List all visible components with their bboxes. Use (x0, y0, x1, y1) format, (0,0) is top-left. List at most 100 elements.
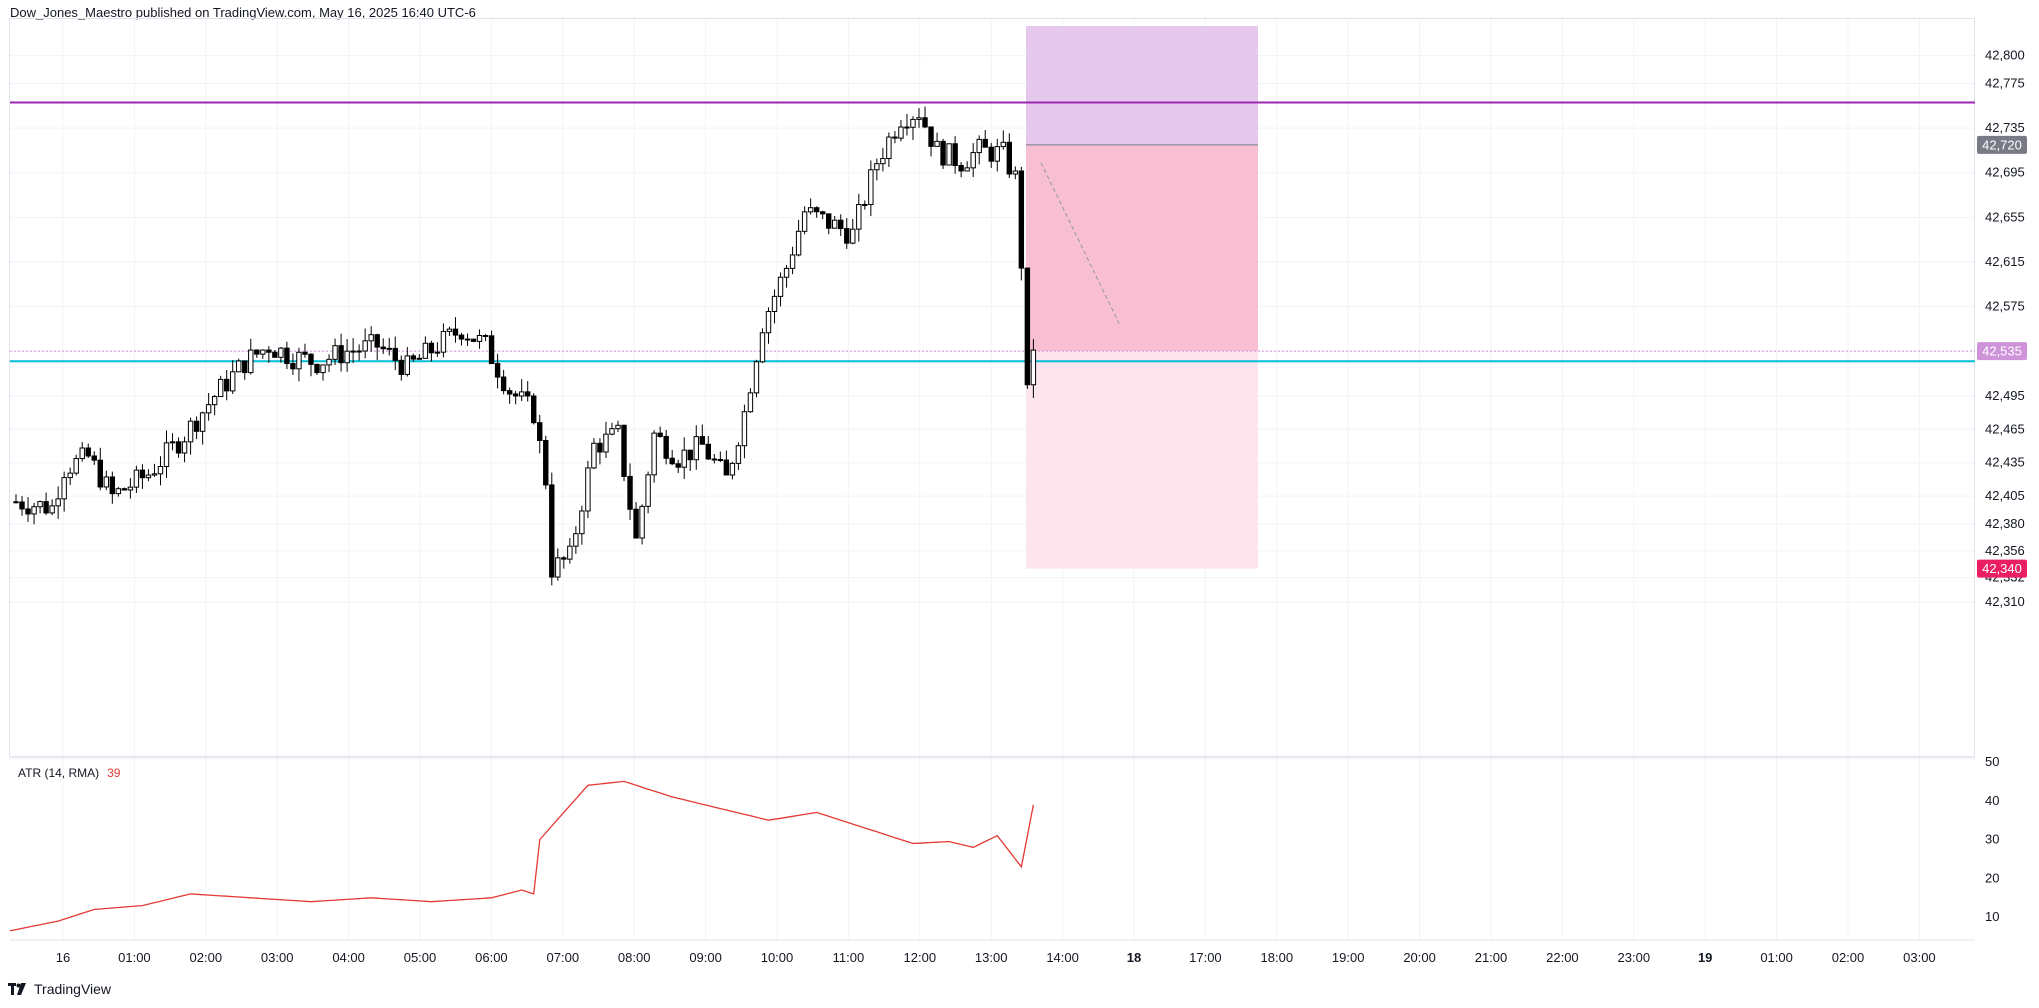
candle[interactable] (284, 341, 290, 370)
candle[interactable] (621, 424, 627, 482)
candle[interactable] (91, 451, 97, 465)
candle[interactable] (500, 369, 507, 395)
candle[interactable] (127, 478, 134, 499)
candle[interactable] (55, 486, 61, 519)
candle[interactable] (904, 113, 910, 136)
candle[interactable] (922, 106, 928, 129)
candle[interactable] (651, 430, 657, 483)
candle[interactable] (675, 459, 681, 474)
candle[interactable] (296, 347, 302, 382)
candle[interactable] (374, 333, 380, 361)
candle[interactable] (958, 162, 964, 178)
candle[interactable] (61, 471, 67, 512)
candle[interactable] (464, 333, 471, 346)
candle[interactable] (561, 556, 567, 569)
candle[interactable] (759, 328, 766, 364)
candle[interactable] (850, 218, 856, 245)
candle[interactable] (422, 336, 429, 359)
candle[interactable] (976, 135, 982, 165)
candle[interactable] (410, 353, 417, 362)
candle[interactable] (19, 496, 25, 516)
candle[interactable] (819, 210, 826, 220)
candle[interactable] (386, 337, 392, 356)
candle[interactable] (844, 218, 850, 249)
candle[interactable] (350, 338, 356, 364)
candle[interactable] (928, 126, 934, 157)
candle[interactable] (362, 328, 368, 359)
candle[interactable] (476, 329, 483, 349)
candle[interactable] (428, 340, 435, 362)
candle[interactable] (747, 388, 754, 413)
stop-zone-upper[interactable] (1026, 144, 1258, 352)
candle[interactable] (603, 421, 609, 459)
candle[interactable] (898, 120, 904, 142)
candle[interactable] (211, 394, 218, 416)
candle[interactable] (699, 424, 705, 445)
candle[interactable] (512, 390, 519, 405)
candle[interactable] (681, 437, 687, 479)
candle[interactable] (729, 461, 736, 480)
candle[interactable] (139, 464, 146, 489)
candle[interactable] (916, 108, 922, 128)
candle[interactable] (838, 214, 844, 236)
candle[interactable] (13, 494, 19, 504)
stop-zone-lower[interactable] (1026, 351, 1258, 569)
candle[interactable] (67, 467, 73, 485)
candle[interactable] (832, 215, 838, 229)
tradingview-footer[interactable]: TradingView (8, 981, 111, 997)
candle[interactable] (555, 548, 561, 581)
candle[interactable] (356, 344, 362, 361)
candle[interactable] (627, 463, 633, 521)
candle[interactable] (970, 143, 976, 178)
candle[interactable] (579, 505, 585, 545)
candle[interactable] (254, 349, 260, 358)
candle[interactable] (506, 387, 513, 404)
candle[interactable] (482, 334, 489, 342)
candle[interactable] (260, 349, 266, 359)
target-zone[interactable] (1026, 26, 1258, 145)
candle[interactable] (49, 499, 55, 516)
candle[interactable] (163, 430, 170, 479)
candle[interactable] (645, 471, 651, 514)
candle[interactable] (266, 346, 272, 363)
candle[interactable] (687, 449, 693, 471)
candle[interactable] (31, 502, 37, 525)
candle[interactable] (314, 363, 320, 376)
candle[interactable] (946, 143, 952, 166)
candle[interactable] (25, 497, 31, 522)
candle[interactable] (1018, 166, 1025, 281)
candle[interactable] (217, 375, 224, 398)
candle[interactable] (807, 198, 814, 215)
candle[interactable] (1012, 166, 1019, 180)
candle[interactable] (657, 426, 663, 438)
publisher-name[interactable]: Dow_Jones_Maestro (10, 5, 133, 20)
candle[interactable] (79, 442, 85, 462)
candle[interactable] (326, 354, 332, 373)
candle[interactable] (320, 364, 326, 381)
candle[interactable] (205, 392, 212, 421)
candle[interactable] (230, 360, 236, 394)
candle[interactable] (1024, 267, 1031, 389)
candle[interactable] (193, 416, 200, 440)
candle[interactable] (488, 330, 495, 365)
candle[interactable] (380, 338, 386, 354)
candle[interactable] (302, 343, 308, 358)
candle[interactable] (585, 460, 591, 519)
candle[interactable] (573, 526, 579, 554)
candle[interactable] (224, 369, 230, 401)
candle[interactable] (765, 307, 772, 344)
candle[interactable] (169, 433, 176, 451)
candle[interactable] (615, 420, 621, 433)
candle[interactable] (157, 456, 164, 486)
candle[interactable] (753, 359, 760, 398)
candle[interactable] (115, 486, 122, 497)
candle[interactable] (440, 323, 447, 358)
candle[interactable] (470, 338, 477, 343)
candle[interactable] (639, 504, 645, 545)
candle[interactable] (121, 487, 128, 491)
candle[interactable] (103, 470, 109, 491)
candle[interactable] (549, 472, 555, 586)
candle[interactable] (368, 326, 374, 352)
candle[interactable] (175, 437, 182, 458)
candle[interactable] (43, 492, 49, 516)
